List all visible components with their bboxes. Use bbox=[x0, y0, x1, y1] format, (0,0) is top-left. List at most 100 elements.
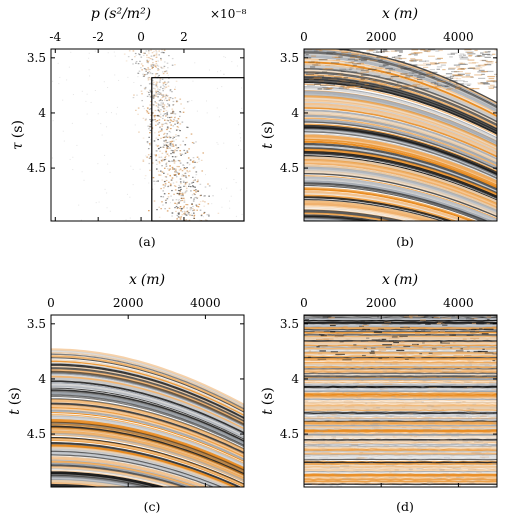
noise-streak bbox=[441, 323, 445, 325]
speckle bbox=[193, 198, 195, 200]
noise-streak bbox=[355, 73, 364, 75]
event-trace bbox=[304, 188, 474, 221]
event-trace bbox=[304, 107, 497, 158]
speckle bbox=[158, 147, 160, 150]
speckle bbox=[142, 160, 145, 162]
speckle bbox=[164, 199, 167, 202]
noise-streak bbox=[334, 76, 342, 78]
noise-streak bbox=[487, 50, 491, 53]
noise-streak bbox=[385, 414, 389, 416]
speckle bbox=[158, 104, 160, 106]
speckle bbox=[161, 97, 163, 99]
panel-c-ylabel: t(s) bbox=[7, 387, 23, 415]
speckle bbox=[146, 61, 149, 63]
speckle bbox=[159, 104, 162, 106]
speckle bbox=[173, 168, 176, 170]
speckle bbox=[189, 209, 192, 211]
event-trace bbox=[51, 360, 244, 417]
speckle bbox=[146, 91, 149, 93]
noise-streak bbox=[313, 50, 318, 52]
speckle bbox=[192, 186, 195, 188]
noise-streak bbox=[312, 81, 321, 83]
noise-streak bbox=[320, 334, 327, 337]
noise-streak bbox=[480, 418, 488, 420]
noise-streak bbox=[423, 393, 433, 396]
speckle bbox=[192, 179, 195, 182]
noise-streak bbox=[316, 420, 325, 422]
speckle bbox=[178, 115, 181, 118]
noise-streak bbox=[431, 461, 436, 463]
noise-streak bbox=[454, 71, 458, 73]
speckle bbox=[163, 146, 165, 148]
speckle bbox=[155, 102, 158, 104]
speckle bbox=[152, 63, 154, 66]
event-trace bbox=[51, 404, 244, 457]
noise-streak bbox=[484, 64, 492, 66]
noise-streak bbox=[350, 347, 356, 349]
speckle bbox=[175, 199, 178, 201]
noise-streak bbox=[331, 480, 340, 482]
noise-streak bbox=[310, 60, 318, 62]
noise-streak bbox=[383, 363, 393, 365]
speckle bbox=[144, 86, 147, 88]
event-trace bbox=[304, 152, 497, 200]
speckle bbox=[229, 207, 231, 209]
noise-streak bbox=[436, 68, 441, 70]
noise-streak bbox=[405, 394, 416, 396]
noise-streak bbox=[494, 392, 497, 394]
noise-streak bbox=[333, 371, 341, 373]
noise-streak bbox=[318, 59, 328, 61]
noise-streak bbox=[369, 457, 375, 459]
speckle bbox=[151, 67, 154, 69]
speckle bbox=[116, 106, 118, 108]
event-trace bbox=[304, 121, 497, 171]
noise-streak bbox=[415, 460, 423, 462]
speckle bbox=[101, 134, 103, 136]
speckle bbox=[157, 180, 159, 182]
noise-streak bbox=[360, 322, 370, 325]
noise-streak bbox=[389, 471, 392, 474]
speckle bbox=[173, 151, 175, 153]
speckle bbox=[174, 189, 177, 191]
noise-streak bbox=[319, 474, 330, 477]
event-trace bbox=[51, 423, 244, 474]
event-trace bbox=[51, 416, 244, 468]
noise-streak bbox=[486, 349, 495, 351]
noise-streak bbox=[339, 85, 345, 88]
event-trace bbox=[51, 476, 145, 487]
speckle bbox=[240, 137, 242, 139]
noise-streak bbox=[430, 450, 440, 452]
noise-streak bbox=[427, 422, 435, 424]
speckle bbox=[179, 186, 182, 188]
x-tick-label: 4000 bbox=[443, 296, 474, 310]
noise-streak bbox=[484, 352, 494, 354]
speckle bbox=[158, 111, 161, 113]
event-trace bbox=[304, 83, 497, 137]
noise-streak bbox=[331, 367, 341, 369]
noise-streak bbox=[378, 338, 385, 341]
speckle bbox=[170, 127, 172, 130]
speckle bbox=[208, 185, 211, 187]
noise-streak bbox=[376, 376, 384, 378]
noise-streak bbox=[378, 61, 388, 64]
noise-streak bbox=[466, 481, 475, 483]
speckle bbox=[183, 164, 185, 166]
speckle bbox=[186, 207, 188, 209]
speckle bbox=[168, 141, 170, 143]
event-trace bbox=[304, 133, 497, 181]
noise-streak bbox=[496, 76, 497, 78]
speckle bbox=[144, 178, 146, 180]
noise-streak bbox=[396, 379, 402, 382]
speckle bbox=[149, 96, 152, 98]
noise-streak bbox=[398, 64, 407, 66]
noise-streak bbox=[315, 62, 321, 64]
noise-streak bbox=[433, 453, 438, 455]
speckle bbox=[72, 94, 74, 96]
noise-streak bbox=[352, 382, 360, 385]
speckle bbox=[106, 192, 108, 194]
noise-streak bbox=[426, 481, 433, 483]
speckle bbox=[155, 150, 158, 152]
speckle bbox=[94, 89, 96, 91]
speckle bbox=[181, 170, 184, 172]
event-trace bbox=[51, 429, 244, 479]
